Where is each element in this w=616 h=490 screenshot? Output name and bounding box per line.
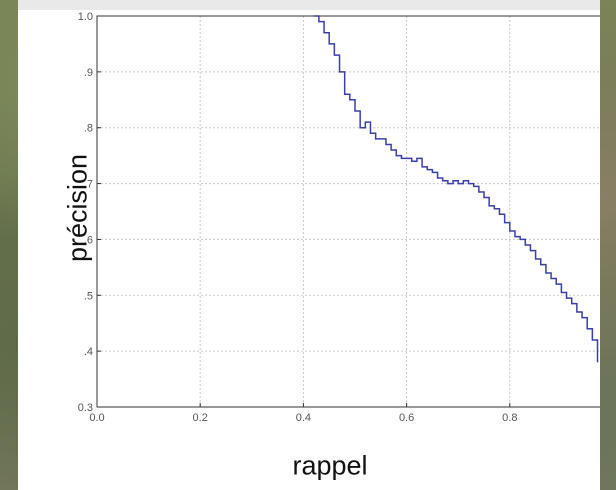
x-tick-label: 0.6 bbox=[399, 412, 414, 424]
precision-recall-plot: 0.00.20.40.60.81.00.3.4.5.6.7.8.91.0 bbox=[78, 11, 600, 424]
precision-recall-curve bbox=[313, 15, 599, 363]
chart-card: 0.00.20.40.60.81.00.3.4.5.6.7.8.91.0 pré… bbox=[18, 0, 600, 490]
y-tick-label: 0.3 bbox=[78, 402, 93, 414]
y-tick-label: .4 bbox=[84, 346, 93, 358]
x-tick-label: 0.8 bbox=[502, 412, 517, 424]
y-tick-label: .6 bbox=[84, 234, 93, 246]
plot-frame bbox=[96, 15, 600, 408]
x-tick-label: 0.4 bbox=[296, 412, 311, 424]
y-tick-label: 1.0 bbox=[78, 11, 93, 23]
plot-area-group: 0.00.20.40.60.81.00.3.4.5.6.7.8.91.0 bbox=[78, 11, 600, 424]
y-tick-label: .5 bbox=[84, 290, 93, 302]
y-tick-label: .7 bbox=[84, 179, 93, 191]
x-axis-title: rappel bbox=[292, 450, 368, 481]
x-tick-label: 0.0 bbox=[89, 412, 104, 424]
y-axis-title: précision bbox=[62, 153, 93, 263]
x-tick-label: 0.2 bbox=[193, 412, 208, 424]
y-tick-label: .8 bbox=[84, 123, 93, 135]
cropped-window-title-strip bbox=[18, 0, 600, 10]
y-tick-label: .9 bbox=[84, 67, 93, 79]
